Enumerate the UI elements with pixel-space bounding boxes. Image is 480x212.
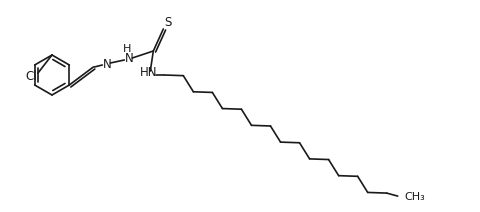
Text: H: H [123, 44, 132, 54]
Text: S: S [165, 17, 172, 29]
Text: N: N [103, 57, 112, 71]
Text: N: N [125, 53, 134, 66]
Text: Cl: Cl [25, 71, 37, 84]
Text: HN: HN [140, 67, 157, 80]
Text: CH₃: CH₃ [405, 192, 425, 202]
